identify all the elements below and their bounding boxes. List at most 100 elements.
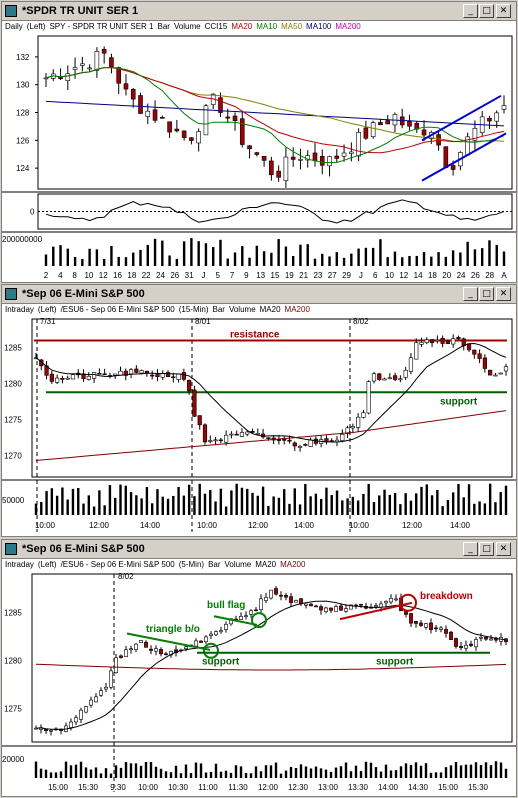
candle-body [341,152,347,157]
candle-body [104,686,108,690]
candle-body [474,639,478,648]
window-title: *Sep 06 E-Mini S&P 500 [22,543,145,555]
maximize-button[interactable]: □ [479,542,494,556]
candle-body [385,120,390,125]
intraday-5min-chart[interactable]: 1285 1280 1275 8/02 triangle b/o bull flag sup… [2,572,516,796]
x-tick-label: 2 [44,271,49,280]
volume-bar [346,498,349,515]
candle-body [65,73,71,82]
minimize-button[interactable]: _ [463,4,478,18]
candle-body [414,621,418,624]
volume-bar [175,258,179,266]
x-tick-label: 9:30 [110,783,126,792]
candle-body [314,605,318,608]
volume-bar [92,506,96,515]
close-button[interactable]: ✕ [496,542,511,556]
volume-bar [408,255,411,266]
volume-bar [473,249,477,266]
triangle-trendline [126,632,211,651]
volume-bar [212,247,215,266]
volume-bar [219,239,222,266]
candle-body [309,603,313,607]
x-tick-label: 11:30 [228,783,248,792]
volume-bar [351,496,355,515]
candle-body [284,594,288,598]
volume-bar [79,761,83,778]
candle-body [229,433,234,436]
volume-bar [454,762,458,778]
candle-body [259,598,263,610]
volume-bar [139,249,142,266]
candle-body [239,432,245,437]
candle-body [269,589,273,599]
candle-body [359,603,363,606]
minimize-button[interactable]: _ [463,542,478,556]
candle-body [70,374,76,380]
legend-item: MA20 [255,560,277,569]
legend-item: MA200 [335,22,361,31]
volume-bar [145,486,149,515]
volume-bar [357,248,360,266]
close-button[interactable]: ✕ [496,4,511,18]
volume-bar [77,487,80,515]
legend-item: Volume [224,560,252,569]
minimize-button[interactable]: _ [463,287,478,301]
candle-body [387,377,392,380]
candle-body [232,115,238,121]
volume-bar [52,246,55,266]
candle-body [145,110,151,117]
candle-body [124,649,128,658]
volume-bar [88,248,91,266]
volume-bar [189,772,193,778]
volume-bar [193,496,196,515]
volume-bar [198,483,201,515]
window-titlebar[interactable]: *Sep 06 E-Mini S&P 500 _ □ ✕ [2,285,516,304]
candle-body [109,57,114,68]
volume-bar [294,768,298,778]
candle-body [382,378,387,381]
bull-flag-label: bull flag [207,600,245,611]
maximize-button[interactable]: □ [479,4,494,18]
candle-body [55,377,60,383]
candle-body [239,118,245,145]
candle-body [239,616,243,620]
candle-body [69,721,73,728]
volume-bar [44,769,48,778]
window-titlebar[interactable]: *SPDR TR UNIT SER 1 _ □ ✕ [2,2,516,21]
cci-tick-label: 0 [30,208,35,217]
volume-bar [190,238,193,266]
x-tick-label: 6 [373,271,378,280]
ma100-line [45,100,505,127]
volume-bar [504,768,508,778]
intraday-15min-chart[interactable]: 1285 1280 1275 1270 7/31 8/01 8/02 resistance su… [2,317,516,536]
maximize-button[interactable]: □ [479,287,494,301]
plot-frame [31,318,513,478]
x-tick-label: 16 [113,271,122,280]
volume-bar [87,495,91,515]
candle-body [208,440,213,442]
window-titlebar[interactable]: *Sep 06 E-Mini S&P 500 _ □ ✕ [2,540,516,559]
candle-body [303,444,308,446]
candle-body [60,377,65,380]
candle-body [444,629,448,634]
candle-body [192,389,197,417]
candle-body [81,373,86,379]
volume-bar [362,493,365,515]
candle-body [213,439,218,442]
volume-bar [344,762,348,778]
volume-bar [150,503,154,515]
support-label: support [440,396,478,407]
volume-bar [109,773,113,778]
close-button[interactable]: ✕ [496,287,511,301]
x-tick-label: 14 [414,271,423,280]
volume-bar [284,246,288,266]
candle-body [283,156,289,182]
volume-bar [94,767,98,778]
volume-bar [239,766,243,778]
candle-body [144,641,148,648]
y-tick-label: 126 [16,136,30,145]
volume-bar [161,496,164,515]
date-label: 8/02 [353,317,369,326]
candle-body [203,105,209,136]
